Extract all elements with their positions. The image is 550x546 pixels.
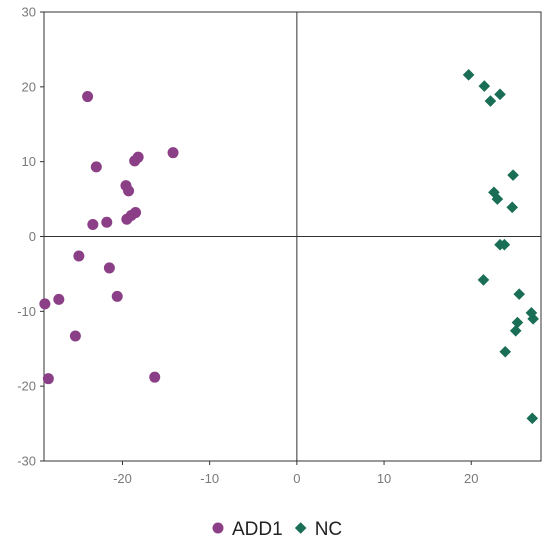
data-point xyxy=(167,147,179,159)
data-point xyxy=(525,307,538,319)
y-tick-label: 10 xyxy=(22,154,36,169)
y-tick-label: 30 xyxy=(22,5,36,20)
y-tick-label: 0 xyxy=(29,229,36,244)
data-point xyxy=(527,313,539,325)
data-point xyxy=(149,371,161,383)
x-tick-label: -10 xyxy=(200,471,219,486)
y-tick-label: -20 xyxy=(17,379,36,394)
series-add1 xyxy=(39,91,179,385)
data-point xyxy=(507,169,519,181)
x-tick-label: 20 xyxy=(464,471,478,486)
data-point xyxy=(511,316,524,329)
data-point xyxy=(111,290,123,302)
data-point xyxy=(39,298,51,310)
data-point xyxy=(462,69,475,81)
data-point xyxy=(477,274,490,286)
data-point xyxy=(513,288,526,300)
data-point xyxy=(69,330,81,342)
axes: 30 20 10 0 -10 -20 -30 -20 -10 0 10 20 xyxy=(17,5,542,486)
y-tick-label: 20 xyxy=(22,79,36,94)
legend-label: NC xyxy=(315,519,342,540)
data-point xyxy=(506,201,519,214)
data-point xyxy=(82,91,94,103)
x-tick-label: -20 xyxy=(113,471,132,486)
data-point xyxy=(130,207,142,219)
data-points xyxy=(39,69,539,425)
data-point xyxy=(484,95,497,107)
series-nc xyxy=(462,69,539,425)
x-tick-label: 10 xyxy=(377,471,391,486)
data-point xyxy=(73,250,85,262)
legend-item-nc: NC xyxy=(294,519,342,540)
data-point xyxy=(526,412,539,425)
data-point xyxy=(53,293,65,305)
data-point xyxy=(509,324,522,337)
data-point xyxy=(498,238,511,251)
x-tick-label: 0 xyxy=(293,471,300,486)
legend-item-add1: ADD1 xyxy=(212,519,283,540)
data-point xyxy=(42,373,54,385)
data-point xyxy=(101,216,113,228)
data-point xyxy=(132,151,144,163)
legend: ADD1 NC xyxy=(212,519,342,540)
legend-label: ADD1 xyxy=(232,519,283,540)
y-tick-label: -10 xyxy=(17,304,36,319)
legend-marker xyxy=(294,522,307,534)
data-point xyxy=(103,262,115,274)
data-point xyxy=(478,80,491,92)
y-tick-label: -30 xyxy=(17,454,36,469)
data-point xyxy=(123,185,135,197)
legend-marker xyxy=(212,522,224,534)
data-point xyxy=(499,345,512,358)
data-point xyxy=(494,88,506,101)
data-point xyxy=(87,219,99,231)
data-point xyxy=(488,186,500,199)
data-point xyxy=(90,161,102,173)
data-point xyxy=(491,193,504,205)
